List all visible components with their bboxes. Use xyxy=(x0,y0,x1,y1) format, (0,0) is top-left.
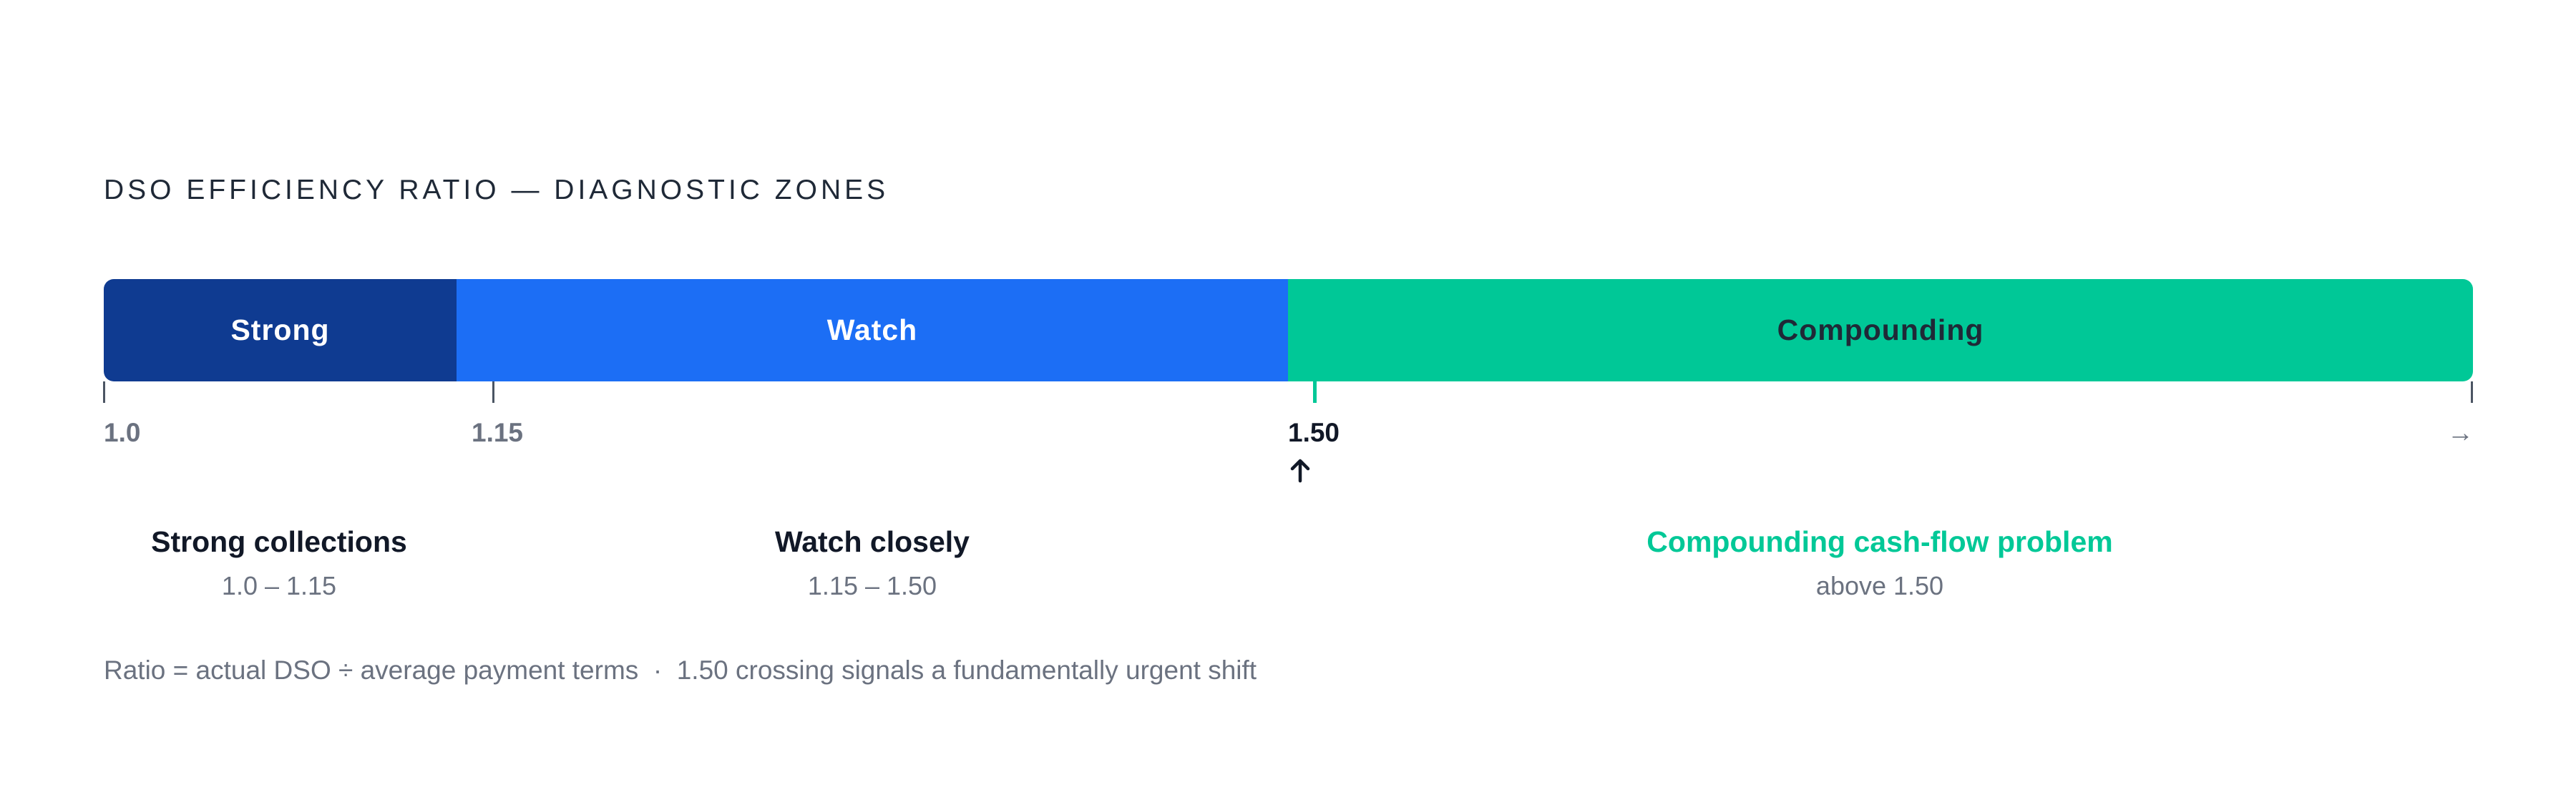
zone-label: Compounding xyxy=(1777,313,1984,346)
tick xyxy=(103,381,105,403)
tick-label: 1.15 xyxy=(472,418,524,447)
up-arrow xyxy=(1290,459,1310,483)
zone-name: Strong collections xyxy=(151,525,407,558)
tick xyxy=(1313,381,1317,403)
zone-strong: Strong xyxy=(104,279,457,381)
zone-label: Watch xyxy=(826,313,918,346)
zone-label: Strong xyxy=(230,313,330,346)
zone-range: 1.0 – 1.15 xyxy=(221,571,337,600)
zone-name: Watch closely xyxy=(775,525,970,558)
zone-watch: Watch xyxy=(457,279,1288,381)
title: DSO EFFICIENCY RATIO — DIAGNOSTIC ZONES xyxy=(104,175,889,205)
tick xyxy=(492,381,494,403)
zone-range: 1.15 – 1.50 xyxy=(807,571,937,600)
tick-label: → xyxy=(2447,418,2474,447)
zone-range: above 1.50 xyxy=(1815,571,1944,600)
zone-compounding: Compounding xyxy=(1288,279,2473,381)
tick-label: 1.50 xyxy=(1288,418,1340,447)
tick xyxy=(2471,381,2473,403)
footnote: Ratio = actual DSO ÷ average payment ter… xyxy=(104,655,1257,685)
tick-label: 1.0 xyxy=(104,418,141,447)
zone-name: Compounding cash-flow problem xyxy=(1646,525,2113,558)
